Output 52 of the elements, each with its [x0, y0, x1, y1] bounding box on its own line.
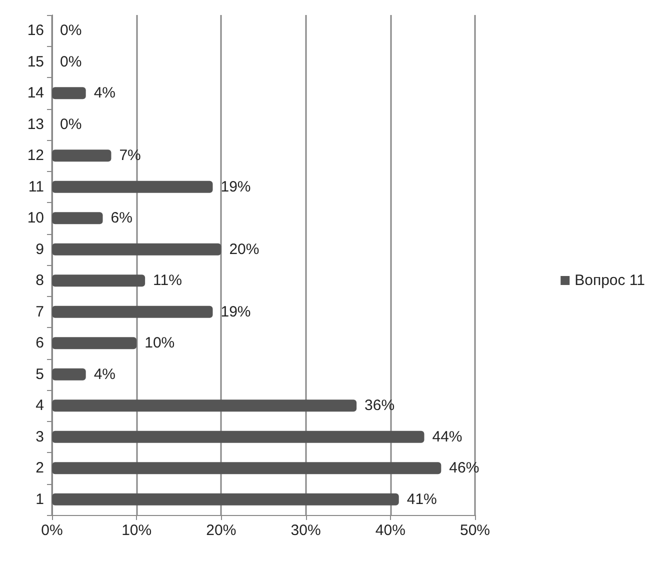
data-label: 20% — [229, 240, 260, 258]
data-label: 10% — [144, 334, 175, 352]
y-tick-label: 10 — [27, 210, 44, 227]
x-tick-label: 10% — [122, 522, 152, 539]
y-tick-label: 14 — [27, 84, 44, 102]
bar — [52, 87, 86, 100]
x-tick-label: 40% — [375, 522, 406, 539]
bar — [52, 337, 137, 350]
bar — [52, 493, 399, 506]
x-tick-label: 50% — [460, 522, 490, 539]
data-label: 44% — [432, 428, 462, 446]
data-label: 36% — [364, 397, 395, 414]
bar — [52, 150, 112, 162]
bar — [52, 400, 357, 412]
bar — [52, 368, 86, 380]
y-tick-label: 2 — [36, 460, 44, 477]
y-tick-label: 8 — [36, 272, 44, 290]
y-tick-label: 3 — [36, 428, 44, 446]
y-tick-label: 15 — [27, 53, 44, 70]
y-tick-label: 16 — [27, 22, 44, 40]
data-label: 4% — [94, 366, 116, 383]
bar — [52, 180, 213, 193]
bar — [52, 243, 222, 256]
data-label: 4% — [94, 84, 116, 102]
y-tick-label: 9 — [36, 240, 44, 258]
data-label: 41% — [406, 490, 437, 508]
y-tick-label: 11 — [28, 178, 44, 196]
data-label: 6% — [110, 210, 132, 227]
bar — [52, 462, 442, 474]
data-label: 46% — [449, 460, 480, 477]
x-tick-label: 30% — [290, 522, 321, 539]
bar — [52, 212, 103, 224]
legend-label: Вопрос 11 — [574, 272, 646, 289]
y-tick-label: 4 — [36, 397, 44, 414]
y-tick-label: 13 — [27, 116, 44, 133]
data-label: 0% — [60, 22, 82, 40]
data-label: 7% — [119, 147, 141, 164]
bar — [52, 274, 146, 287]
y-tick-label: 5 — [36, 366, 44, 383]
data-label: 19% — [220, 303, 251, 320]
data-label: 11% — [153, 272, 182, 290]
y-tick-label: 1 — [36, 490, 44, 508]
y-tick-label: 6 — [36, 334, 44, 352]
x-tick-label: 20% — [206, 522, 236, 539]
data-label: 19% — [220, 178, 251, 196]
y-tick-label: 12 — [27, 147, 44, 164]
y-tick-label: 7 — [36, 303, 44, 320]
data-label: 0% — [60, 116, 82, 133]
x-tick-label: 0% — [41, 522, 63, 539]
bar — [52, 430, 424, 443]
bar — [52, 306, 213, 318]
data-label: 0% — [60, 53, 82, 70]
